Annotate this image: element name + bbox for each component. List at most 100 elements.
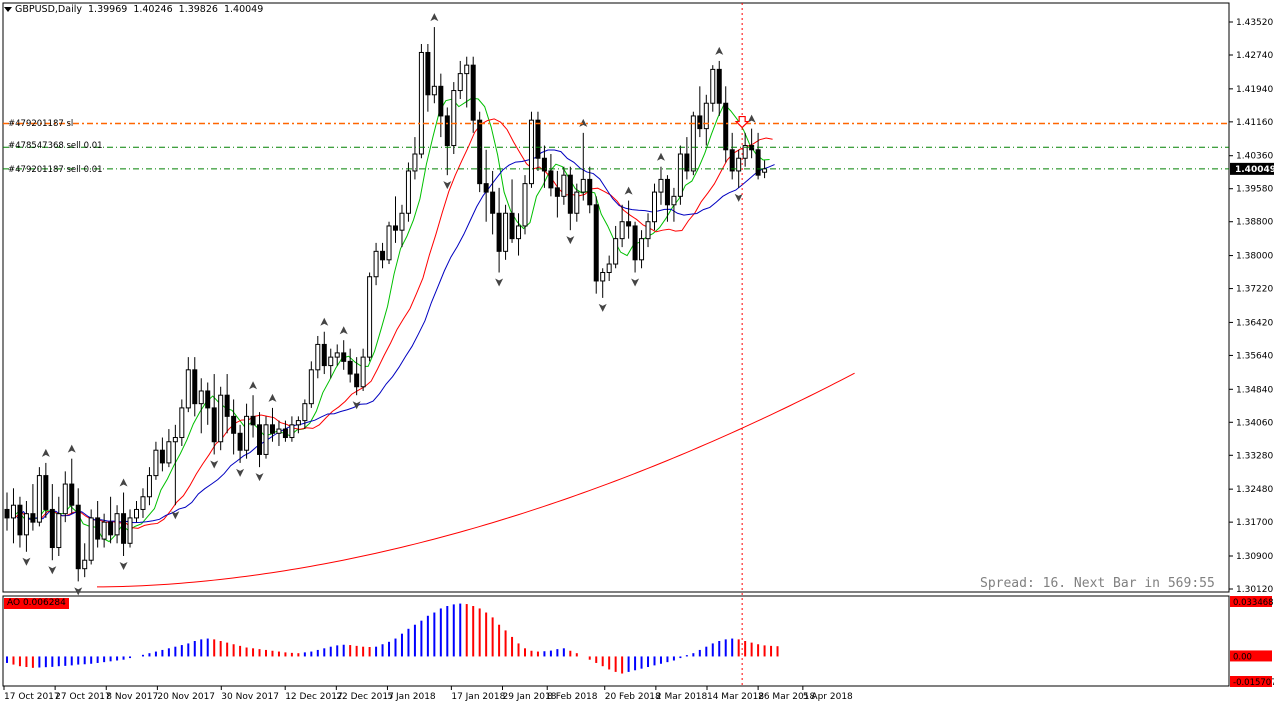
fractal-down-icon (566, 236, 575, 245)
fractal-up-icon (715, 46, 724, 55)
candle (652, 183, 657, 231)
candle (580, 132, 586, 201)
candle-body (140, 496, 146, 510)
candle (490, 170, 496, 235)
candle (237, 424, 243, 463)
candle-body (723, 102, 729, 151)
fractal-up-icon (656, 152, 665, 161)
time-axis-label: 2 Mar 2018 (656, 692, 708, 702)
main-pane-frame (2, 2, 1230, 593)
collapse-triangle-icon[interactable] (4, 7, 12, 12)
candle (483, 149, 489, 222)
candle (276, 420, 282, 446)
candle-body (205, 390, 211, 409)
candle (528, 111, 534, 188)
candle (321, 331, 327, 375)
fractal-down-icon (236, 468, 245, 477)
candle-body (684, 153, 690, 172)
candle (762, 160, 768, 179)
candle-body (528, 119, 534, 185)
candle-body (645, 221, 651, 240)
candle-body (17, 504, 23, 536)
candle (477, 111, 483, 193)
candle (535, 111, 541, 171)
candle-body (606, 263, 612, 273)
order-sl-label[interactable]: #479201187 sl (8, 119, 74, 129)
candle-body (263, 424, 269, 455)
candle (10, 488, 16, 544)
time-axis-label: 26 Mar 2018 (758, 692, 815, 702)
price-axis-label: 1.41940 (1236, 85, 1273, 95)
order-sell-label-2[interactable]: #479201187 sell 0.01 (8, 165, 103, 175)
candle (451, 82, 457, 155)
fractal-down-icon (443, 181, 452, 190)
candle (211, 374, 217, 455)
candle (172, 424, 178, 506)
price-axis-label: 1.38000 (1236, 252, 1273, 262)
time-axis-label: 20 Feb 2018 (605, 692, 661, 702)
fractal-down-icon (495, 278, 504, 287)
fractal-down-icon (598, 303, 607, 312)
candle (360, 348, 366, 391)
candle (684, 137, 690, 180)
candle-body (587, 178, 593, 206)
order-sell-label-1[interactable]: #478547368 sell 0.01 (8, 141, 103, 151)
price-axis-label: 1.33280 (1236, 451, 1273, 461)
candle-body (244, 415, 250, 451)
candle (153, 441, 159, 480)
candle (405, 162, 411, 222)
candle (380, 242, 386, 269)
candle-body (548, 170, 554, 189)
candle-body (88, 517, 94, 561)
candle (82, 543, 88, 578)
candle-body (619, 221, 625, 240)
candle (302, 399, 308, 430)
price-axis-label: 1.41160 (1236, 118, 1273, 128)
candle-body (554, 187, 560, 197)
candle-body (211, 407, 217, 443)
candle-body (418, 51, 424, 155)
candle-body (541, 157, 547, 172)
candle-body (134, 508, 139, 519)
candle-body (192, 369, 198, 405)
time-axis-label: 20 Nov 2017 (157, 692, 215, 702)
candle (75, 488, 81, 582)
price-axis-label: 1.32480 (1236, 485, 1273, 495)
candle (308, 361, 314, 408)
candle (347, 348, 353, 383)
candle-body (438, 85, 444, 117)
candle-body (755, 149, 761, 176)
candle (522, 175, 528, 235)
high-value: 1.40246 (133, 4, 173, 15)
candle-body (399, 212, 405, 231)
candle (367, 272, 373, 362)
symbol-header: GBPUSD,Daily 1.39969 1.40246 1.39826 1.4… (4, 4, 266, 15)
candle (49, 484, 55, 561)
candle-body (257, 424, 263, 455)
candle-body (703, 102, 709, 130)
candle-body (153, 449, 159, 477)
price-axis-label: 1.30900 (1236, 552, 1273, 562)
time-axis-label: 30 Nov 2017 (221, 692, 279, 702)
candle (114, 505, 120, 544)
candle-body (114, 513, 120, 536)
candle-body (56, 513, 62, 549)
candle (639, 230, 645, 269)
candle (43, 462, 49, 518)
time-axis-label: 27 Oct 2017 (55, 692, 111, 702)
candle (315, 335, 321, 379)
candle-body (82, 559, 88, 570)
time-axis-label: 8 Feb 2018 (547, 692, 598, 702)
price-axis-label: 1.31700 (1236, 518, 1273, 528)
candle (632, 221, 638, 273)
candle-body (716, 68, 722, 104)
candle (716, 60, 722, 116)
ao-axis-tag (1230, 676, 1272, 687)
candle (179, 399, 185, 446)
candle-body (43, 475, 49, 510)
candle-body (231, 415, 237, 434)
candle (736, 149, 742, 188)
candle (412, 137, 418, 180)
